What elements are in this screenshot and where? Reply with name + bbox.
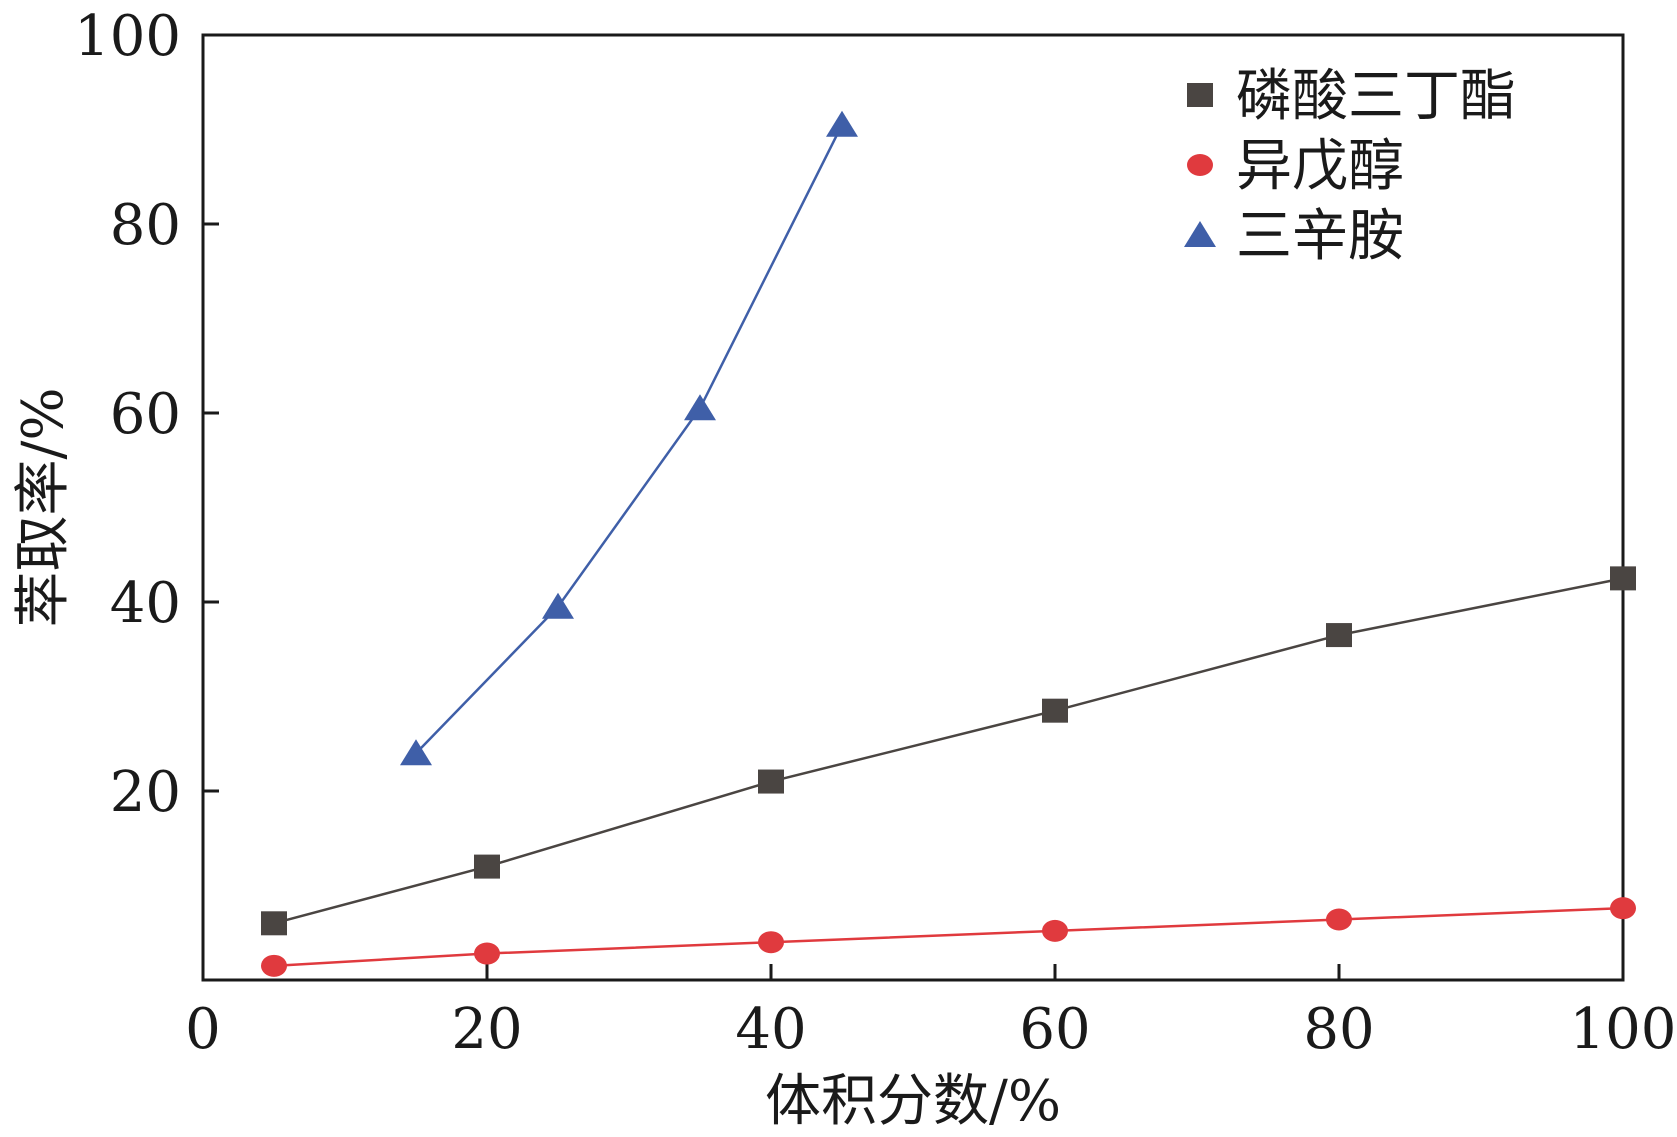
legend-entry: 三辛胺 (1184, 204, 1404, 269)
plot-area (201, 33, 1625, 982)
series-line (415, 124, 844, 755)
data-point (1042, 698, 1068, 723)
y-axis-label: 萃取率/% (11, 387, 76, 627)
series-line (273, 906, 1624, 968)
series-1 (261, 566, 1636, 936)
legend-label: 磷酸三丁酯 (1236, 64, 1516, 129)
legend-marker (1187, 83, 1213, 107)
x-tick-label: 40 (735, 997, 806, 1062)
series-line (273, 577, 1624, 925)
y-tick-label: 80 (110, 193, 181, 258)
legend-marker (1187, 154, 1213, 176)
y-tick-label: 100 (74, 4, 181, 69)
data-point (1610, 566, 1636, 591)
legend-entry: 磷酸三丁酯 (1187, 64, 1516, 129)
data-point (826, 110, 858, 137)
axes: 0 20 40 60 80 100 20 40 60 80 100 (74, 4, 1676, 1062)
data-point (1326, 908, 1352, 931)
legend-marker (1184, 221, 1216, 247)
legend-label: 三辛胺 (1236, 204, 1404, 269)
y-tick-label: 20 (110, 760, 181, 825)
data-point (474, 854, 500, 879)
data-point (542, 592, 574, 619)
x-tick-label: 80 (1303, 997, 1374, 1062)
data-point (474, 942, 500, 965)
series (261, 110, 1636, 977)
data-point (758, 931, 784, 954)
y-tick-label: 40 (110, 571, 181, 636)
data-point (1042, 919, 1068, 942)
series-3 (400, 110, 858, 766)
x-tick-label: 100 (1570, 997, 1677, 1062)
y-tick-label: 60 (110, 382, 181, 447)
plot-frame (201, 33, 1625, 982)
data-point (261, 911, 287, 936)
data-point (400, 739, 432, 766)
x-tick-label: 60 (1019, 997, 1090, 1062)
series-2 (261, 897, 1636, 977)
data-point (758, 769, 784, 794)
data-point (684, 394, 716, 421)
data-point (261, 954, 287, 977)
data-point (1610, 897, 1636, 920)
data-point (1326, 623, 1352, 648)
legend-label: 异戊醇 (1236, 134, 1404, 199)
legend-entry: 异戊醇 (1187, 134, 1404, 199)
x-tick-label: 0 (185, 997, 221, 1062)
x-tick-label: 20 (451, 997, 522, 1062)
x-axis-label: 体积分数/% (765, 1069, 1061, 1134)
